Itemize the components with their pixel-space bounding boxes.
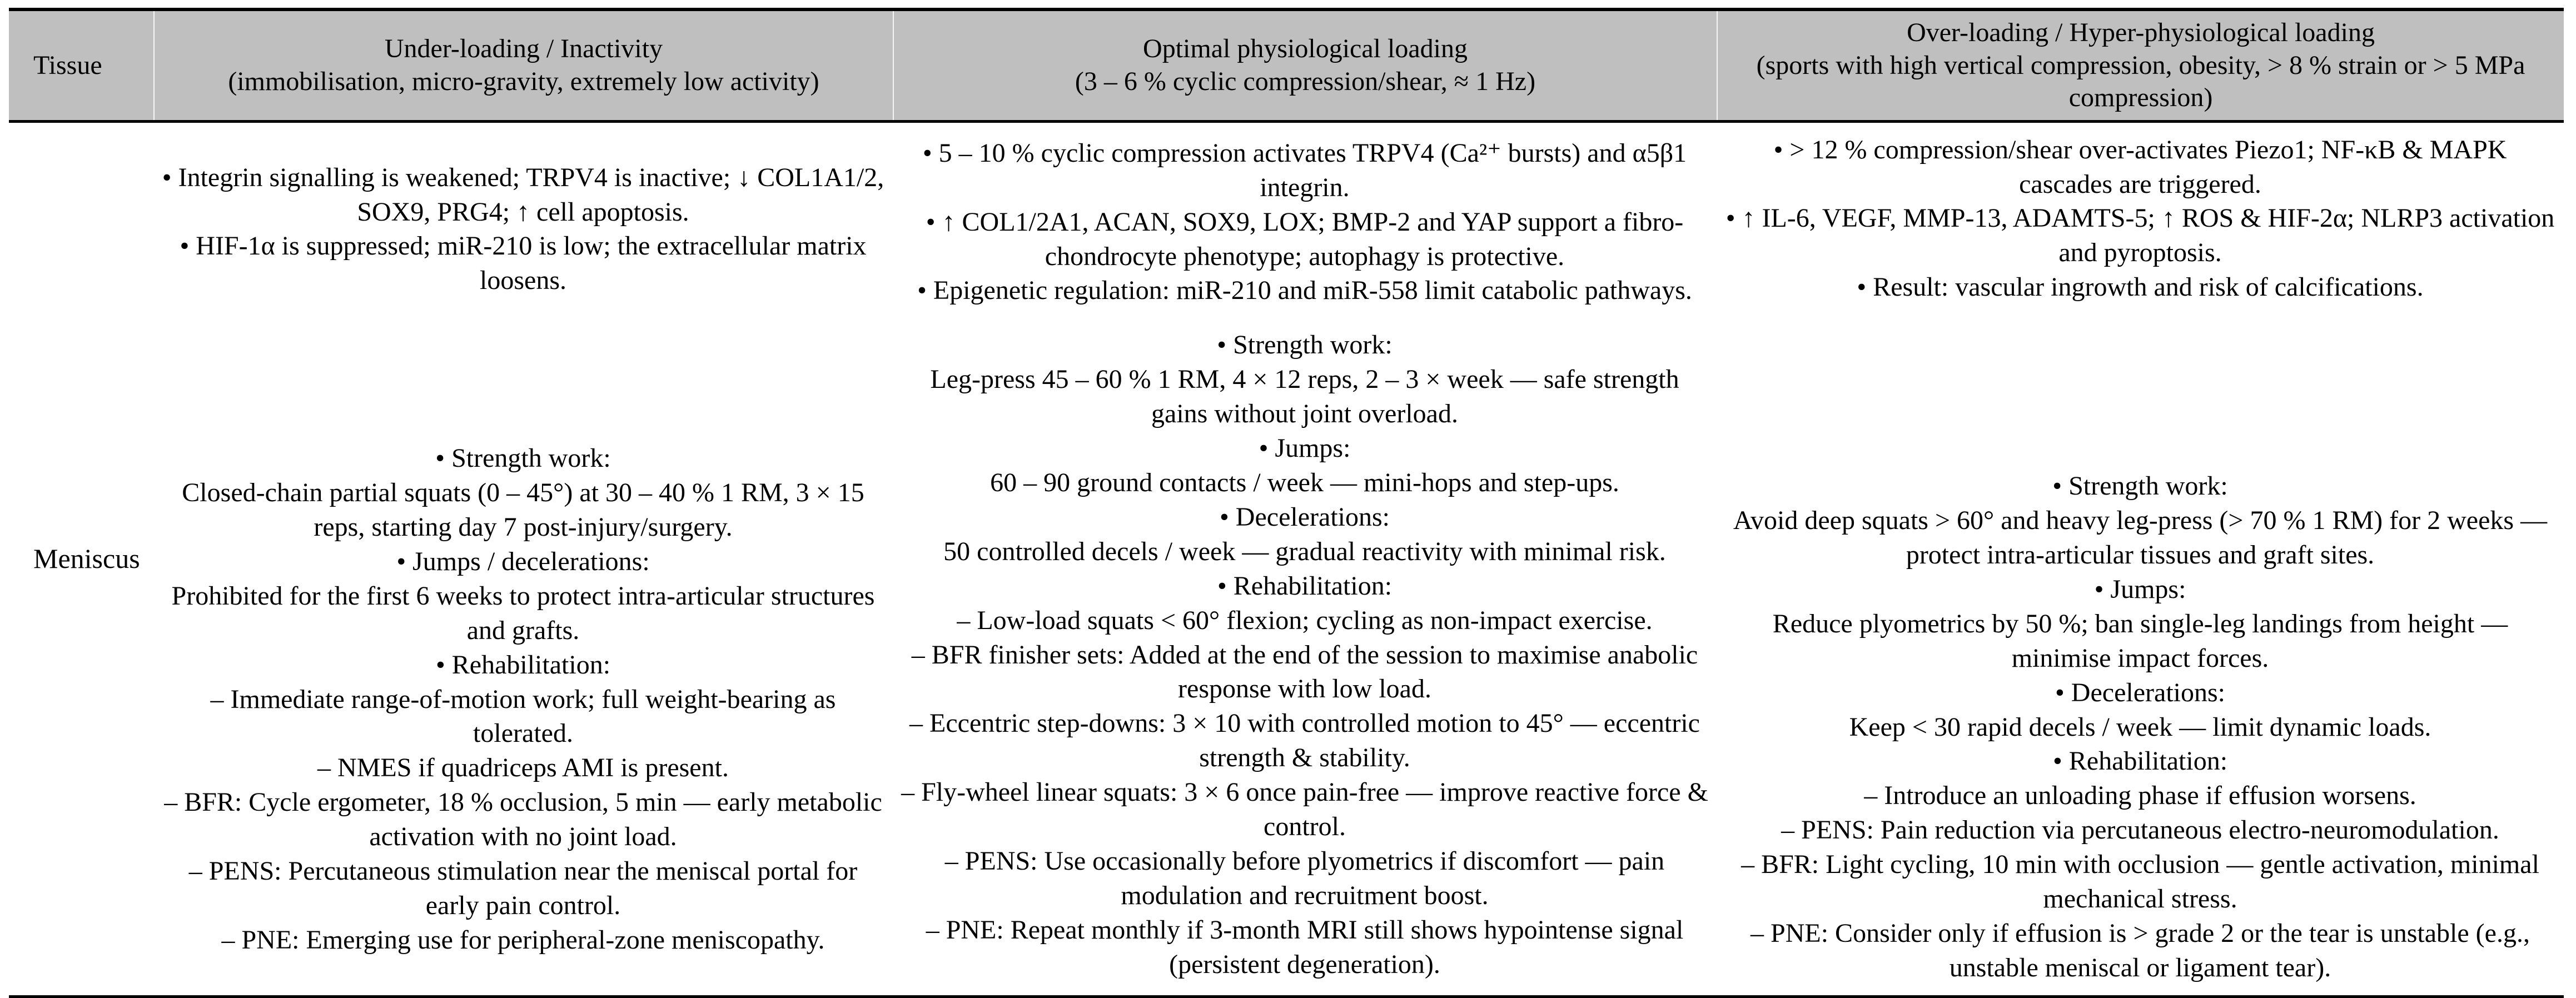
bullet-line: • Rehabilitation: [1217, 571, 1393, 601]
mechanism-block: • Integrin signalling is weakened; TRPV4… [161, 161, 885, 298]
bullet-line: • > 12 % compression/shear over-activate… [1773, 134, 2507, 199]
tissue-label: Meniscus [33, 543, 140, 575]
mechanism-block: • > 12 % compression/shear over-activate… [1724, 133, 2556, 305]
bullet-line: – BFR: Cycle ergometer, 18 % occlusion, … [164, 787, 882, 852]
bullet-line: – PENS: Percutaneous stimulation near th… [188, 856, 858, 920]
bullet-line: – Low-load squats < 60° flexion; cycling… [957, 605, 1653, 635]
training-block: • Strength work: Leg-press 45 – 60 % 1 R… [901, 328, 1709, 981]
header-title: Optimal physiological loading [1143, 34, 1468, 64]
bullet-line: – Eccentric step-downs: 3 × 10 with cont… [909, 708, 1700, 773]
header-title: Under-loading / Inactivity [384, 34, 663, 64]
bullet-line: • Integrin signalling is weakened; TRPV4… [162, 162, 884, 227]
bullet-line: Prohibited for the first 6 weeks to prot… [171, 581, 875, 645]
bullet-line: • Jumps: [2094, 574, 2186, 604]
training-block: • Strength work: Closed-chain partial sq… [161, 441, 885, 957]
bullet-line: – PNE: Emerging use for peripheral-zone … [221, 925, 825, 955]
header-title: Over-loading / Hyper-physiological loadi… [1907, 18, 2375, 47]
bullet-line: • Epigenetic regulation: miR-210 and miR… [917, 276, 1692, 306]
bullet-line: – PENS: Pain reduction via percutaneous … [1781, 815, 2499, 845]
bullet-line: Reduce plyometrics by 50 %; ban single-l… [1772, 608, 2508, 673]
tissue-loading-table: Tissue Under-loading / Inactivity (immob… [9, 8, 2564, 998]
training-block: • Strength work: Avoid deep squats > 60°… [1724, 469, 2556, 985]
cell-optimal-loading: • 5 – 10 % cyclic compression activates … [893, 123, 1717, 995]
bullet-line: • Rehabilitation: [435, 650, 611, 680]
bullet-line: 50 controlled decels / week — gradual re… [943, 536, 1666, 566]
bullet-line: – PNE: Repeat monthly if 3-month MRI sti… [926, 915, 1684, 979]
bullet-line: – Introduce an unloading phase if effusi… [1864, 781, 2416, 811]
column-header-tissue: Tissue [9, 11, 153, 120]
cell-over-loading: • > 12 % compression/shear over-activate… [1717, 123, 2564, 995]
bullet-line: Closed-chain partial squats (0 – 45°) at… [182, 478, 864, 542]
bullet-line: Avoid deep squats > 60° and heavy leg-pr… [1733, 506, 2548, 570]
bullet-line: • Strength work: [435, 443, 611, 473]
bullet-line: • Strength work: [2052, 471, 2228, 501]
bullet-line: • HIF-1α is suppressed; miR-210 is low; … [180, 231, 867, 296]
cell-under-loading: • Integrin signalling is weakened; TRPV4… [153, 123, 893, 995]
bullet-line: – Immediate range-of-motion work; full w… [210, 684, 836, 748]
bullet-line: – NMES if quadriceps AMI is present. [317, 753, 729, 783]
bullet-line: • Strength work: [1217, 330, 1393, 360]
bullet-line: • Result: vascular ingrowth and risk of … [1857, 272, 2424, 302]
header-subtitle: (sports with high vertical compression, … [1756, 50, 2525, 113]
table-body-row: Meniscus • Integrin signalling is weaken… [9, 123, 2564, 995]
bullet-line: Leg-press 45 – 60 % 1 RM, 4 × 12 reps, 2… [930, 365, 1679, 429]
bullet-line: – BFR finisher sets: Added at the end of… [911, 640, 1698, 704]
column-header-optimal-loading: Optimal physiological loading (3 – 6 % c… [893, 11, 1717, 120]
header-title: Tissue [33, 50, 102, 80]
tissue-loading-table-page: Tissue Under-loading / Inactivity (immob… [9, 8, 2564, 998]
header-subtitle: (immobilisation, micro-gravity, extremel… [228, 66, 819, 96]
header-subtitle: (3 – 6 % cyclic compression/shear, ≈ 1 H… [1075, 66, 1536, 96]
column-header-over-loading: Over-loading / Hyper-physiological loadi… [1717, 11, 2564, 120]
bullet-line: • ↑ COL1/2A1, ACAN, SOX9, LOX; BMP-2 and… [926, 207, 1684, 271]
column-header-under-loading: Under-loading / Inactivity (immobilisati… [153, 11, 893, 120]
bullet-line: • 5 – 10 % cyclic compression activates … [922, 138, 1687, 202]
bullet-line: – PNE: Consider only if effusion is > gr… [1751, 918, 2530, 982]
bullet-line: 60 – 90 ground contacts / week — mini-ho… [990, 467, 1619, 497]
bullet-line: • Decelerations: [2055, 677, 2225, 707]
bullet-line: • Rehabilitation: [2052, 746, 2228, 776]
cell-tissue: Meniscus [9, 123, 153, 995]
bullet-line: • Jumps / decelerations: [396, 546, 650, 576]
bullet-line: – Fly-wheel linear squats: 3 × 6 once pa… [901, 777, 1708, 842]
table-header-row: Tissue Under-loading / Inactivity (immob… [9, 11, 2564, 123]
bullet-line: Keep < 30 rapid decels / week — limit dy… [1849, 712, 2431, 742]
bullet-line: • Decelerations: [1220, 502, 1390, 532]
bullet-line: – PENS: Use occasionally before plyometr… [944, 846, 1665, 910]
mechanism-block: • 5 – 10 % cyclic compression activates … [901, 136, 1709, 308]
bullet-line: • Jumps: [1259, 433, 1351, 463]
bullet-line: – BFR: Light cycling, 10 min with occlus… [1741, 850, 2539, 914]
bullet-line: • ↑ IL-6, VEGF, MMP-13, ADAMTS-5; ↑ ROS … [1725, 203, 2555, 268]
